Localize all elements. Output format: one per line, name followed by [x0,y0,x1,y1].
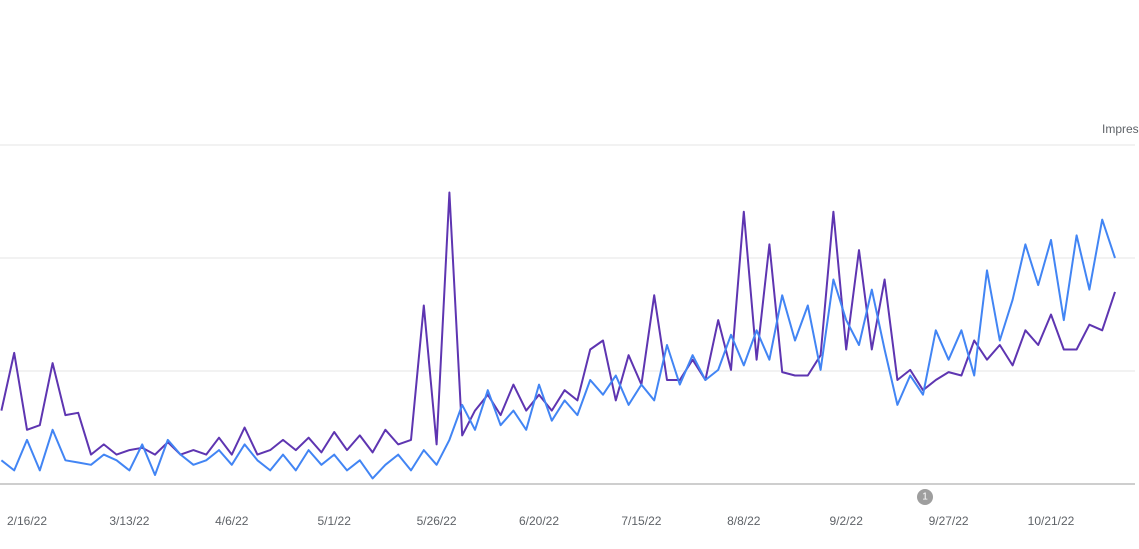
x-tick-label: 7/15/22 [621,514,661,528]
x-tick-label: 2/16/22 [7,514,47,528]
annotation-label: 1 [922,492,928,503]
x-tick-label: 8/8/22 [727,514,761,528]
x-tick-label: 10/21/22 [1028,514,1075,528]
annotation-marker[interactable] [917,489,933,505]
series-line [0,218,1116,480]
x-tick-label: 4/6/22 [215,514,249,528]
x-tick-label: 5/1/22 [318,514,352,528]
x-tick-label: 9/27/22 [929,514,969,528]
x-tick-label: 3/13/22 [109,514,149,528]
x-tick-label: 9/2/22 [830,514,864,528]
x-tick-label: 6/20/22 [519,514,559,528]
x-tick-label: 5/26/22 [417,514,457,528]
series-line [0,191,1116,456]
axis-label: Impres [1102,122,1139,136]
